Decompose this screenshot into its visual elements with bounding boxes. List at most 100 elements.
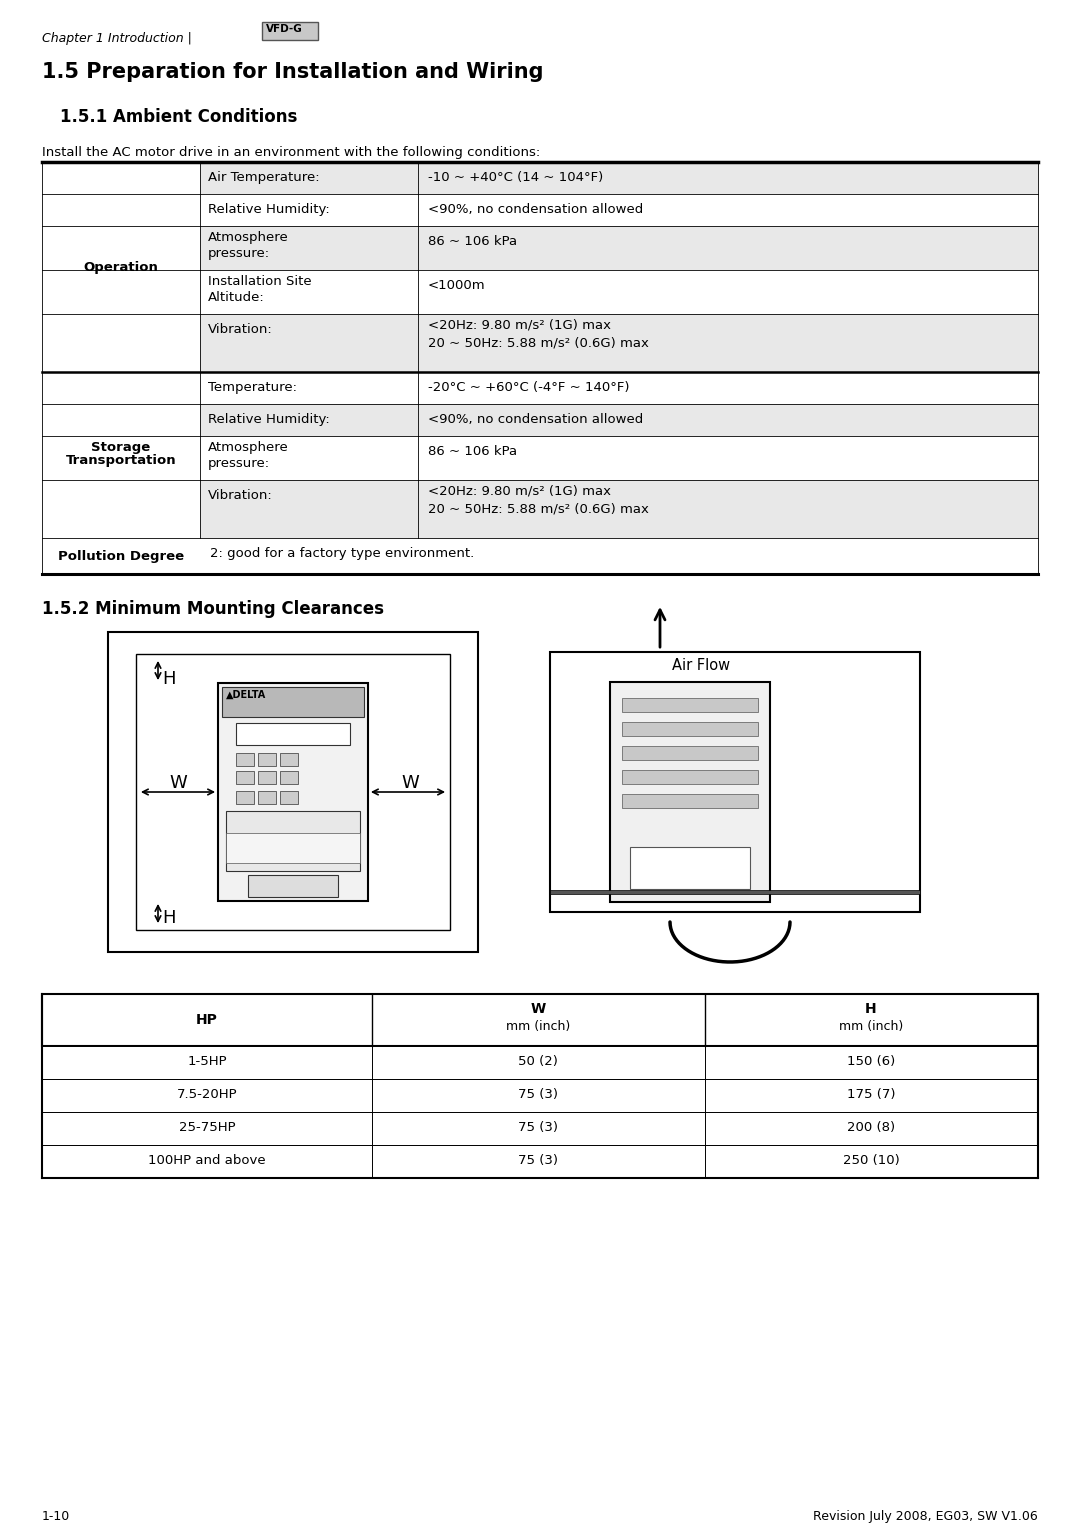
Bar: [108, 632, 478, 953]
Text: 86 ~ 106 kPa: 86 ~ 106 kPa: [428, 235, 517, 249]
Text: HP: HP: [197, 1012, 218, 1026]
Text: Air Flow: Air Flow: [672, 658, 730, 673]
Bar: [550, 652, 920, 913]
Text: Operation: Operation: [83, 261, 159, 275]
Text: -10 ~ +40°C (14 ~ 104°F): -10 ~ +40°C (14 ~ 104°F): [428, 170, 604, 184]
Bar: [550, 890, 920, 894]
Text: 1.5 Preparation for Installation and Wiring: 1.5 Preparation for Installation and Wir…: [42, 61, 543, 81]
Text: 25-75HP: 25-75HP: [178, 1121, 235, 1134]
Bar: [200, 314, 1038, 373]
Text: Transportation: Transportation: [66, 454, 176, 466]
Text: 175 (7): 175 (7): [847, 1088, 895, 1101]
Text: Atmosphere: Atmosphere: [208, 232, 288, 244]
Text: 2: good for a factory type environment.: 2: good for a factory type environment.: [210, 548, 474, 560]
Bar: [200, 270, 1038, 314]
Bar: [622, 698, 758, 712]
Bar: [622, 795, 758, 808]
Text: 200 (8): 200 (8): [847, 1121, 895, 1134]
Bar: [622, 746, 758, 759]
Text: H: H: [162, 910, 175, 927]
Bar: [622, 723, 758, 736]
Bar: [200, 403, 1038, 436]
Text: mm (inch): mm (inch): [505, 1020, 570, 1032]
Bar: [42, 1144, 1038, 1178]
Text: <90%, no condensation allowed: <90%, no condensation allowed: [428, 413, 644, 426]
Bar: [200, 193, 1038, 225]
Text: W: W: [168, 775, 187, 792]
Text: Atmosphere: Atmosphere: [208, 440, 288, 454]
Bar: [248, 874, 338, 897]
Text: <90%, no condensation allowed: <90%, no condensation allowed: [428, 202, 644, 216]
Text: <20Hz: 9.80 m/s² (1G) max: <20Hz: 9.80 m/s² (1G) max: [428, 319, 611, 331]
Bar: [258, 792, 276, 804]
Bar: [218, 683, 368, 900]
Text: H: H: [865, 1002, 877, 1016]
Bar: [42, 1078, 1038, 1112]
Bar: [42, 373, 200, 403]
Text: Temperature:: Temperature:: [208, 380, 297, 394]
Text: Install the AC motor drive in an environment with the following conditions:: Install the AC motor drive in an environ…: [42, 146, 540, 160]
Bar: [237, 772, 254, 784]
Text: Vibration:: Vibration:: [208, 489, 273, 502]
Bar: [42, 163, 200, 193]
Bar: [226, 811, 360, 871]
Bar: [200, 163, 1038, 193]
Bar: [42, 480, 200, 538]
Text: W: W: [401, 775, 419, 792]
Bar: [630, 847, 750, 890]
Bar: [42, 225, 200, 270]
Text: Revision July 2008, EG03, SW V1.06: Revision July 2008, EG03, SW V1.06: [813, 1509, 1038, 1523]
Text: Chapter 1 Introduction |: Chapter 1 Introduction |: [42, 32, 192, 44]
Text: 20 ~ 50Hz: 5.88 m/s² (0.6G) max: 20 ~ 50Hz: 5.88 m/s² (0.6G) max: [428, 336, 649, 350]
Bar: [42, 314, 200, 373]
Bar: [42, 436, 200, 480]
Text: H: H: [162, 670, 175, 689]
Bar: [237, 723, 350, 746]
Text: ▲DELTA: ▲DELTA: [226, 690, 267, 700]
Bar: [200, 225, 1038, 270]
Bar: [280, 753, 298, 765]
Text: -20°C ~ +60°C (-4°F ~ 140°F): -20°C ~ +60°C (-4°F ~ 140°F): [428, 380, 630, 394]
Bar: [42, 994, 1038, 1046]
Text: Relative Humidity:: Relative Humidity:: [208, 413, 329, 426]
Bar: [226, 833, 360, 864]
Bar: [222, 687, 364, 716]
Text: 250 (10): 250 (10): [842, 1154, 900, 1167]
Bar: [136, 653, 450, 930]
Text: 1-10: 1-10: [42, 1509, 70, 1523]
Text: W: W: [530, 1002, 545, 1016]
Text: Pollution Degree: Pollution Degree: [58, 551, 184, 563]
Bar: [42, 538, 1038, 574]
Text: 150 (6): 150 (6): [847, 1055, 895, 1068]
Text: 7.5-20HP: 7.5-20HP: [177, 1088, 238, 1101]
Text: VFD-G: VFD-G: [266, 25, 302, 34]
Bar: [262, 21, 318, 40]
Bar: [42, 270, 200, 314]
Bar: [42, 193, 200, 225]
Text: Altitude:: Altitude:: [208, 291, 265, 304]
Text: Relative Humidity:: Relative Humidity:: [208, 202, 329, 216]
Text: pressure:: pressure:: [208, 457, 270, 469]
Text: mm (inch): mm (inch): [839, 1020, 903, 1032]
Text: <20Hz: 9.80 m/s² (1G) max: <20Hz: 9.80 m/s² (1G) max: [428, 485, 611, 499]
Bar: [237, 753, 254, 765]
Bar: [258, 772, 276, 784]
Text: Installation Site: Installation Site: [208, 275, 312, 288]
Text: 75 (3): 75 (3): [518, 1121, 558, 1134]
Bar: [42, 403, 200, 436]
Text: 1-5HP: 1-5HP: [187, 1055, 227, 1068]
Bar: [237, 792, 254, 804]
Text: <1000m: <1000m: [428, 279, 486, 291]
Text: Air Temperature:: Air Temperature:: [208, 170, 320, 184]
Text: 75 (3): 75 (3): [518, 1154, 558, 1167]
Text: Storage: Storage: [92, 440, 150, 454]
Text: 50 (2): 50 (2): [518, 1055, 558, 1068]
Text: 75 (3): 75 (3): [518, 1088, 558, 1101]
Text: pressure:: pressure:: [208, 247, 270, 259]
Bar: [610, 683, 770, 902]
Bar: [42, 1046, 1038, 1078]
Bar: [280, 792, 298, 804]
Bar: [200, 480, 1038, 538]
Bar: [42, 1112, 1038, 1144]
Bar: [258, 753, 276, 765]
